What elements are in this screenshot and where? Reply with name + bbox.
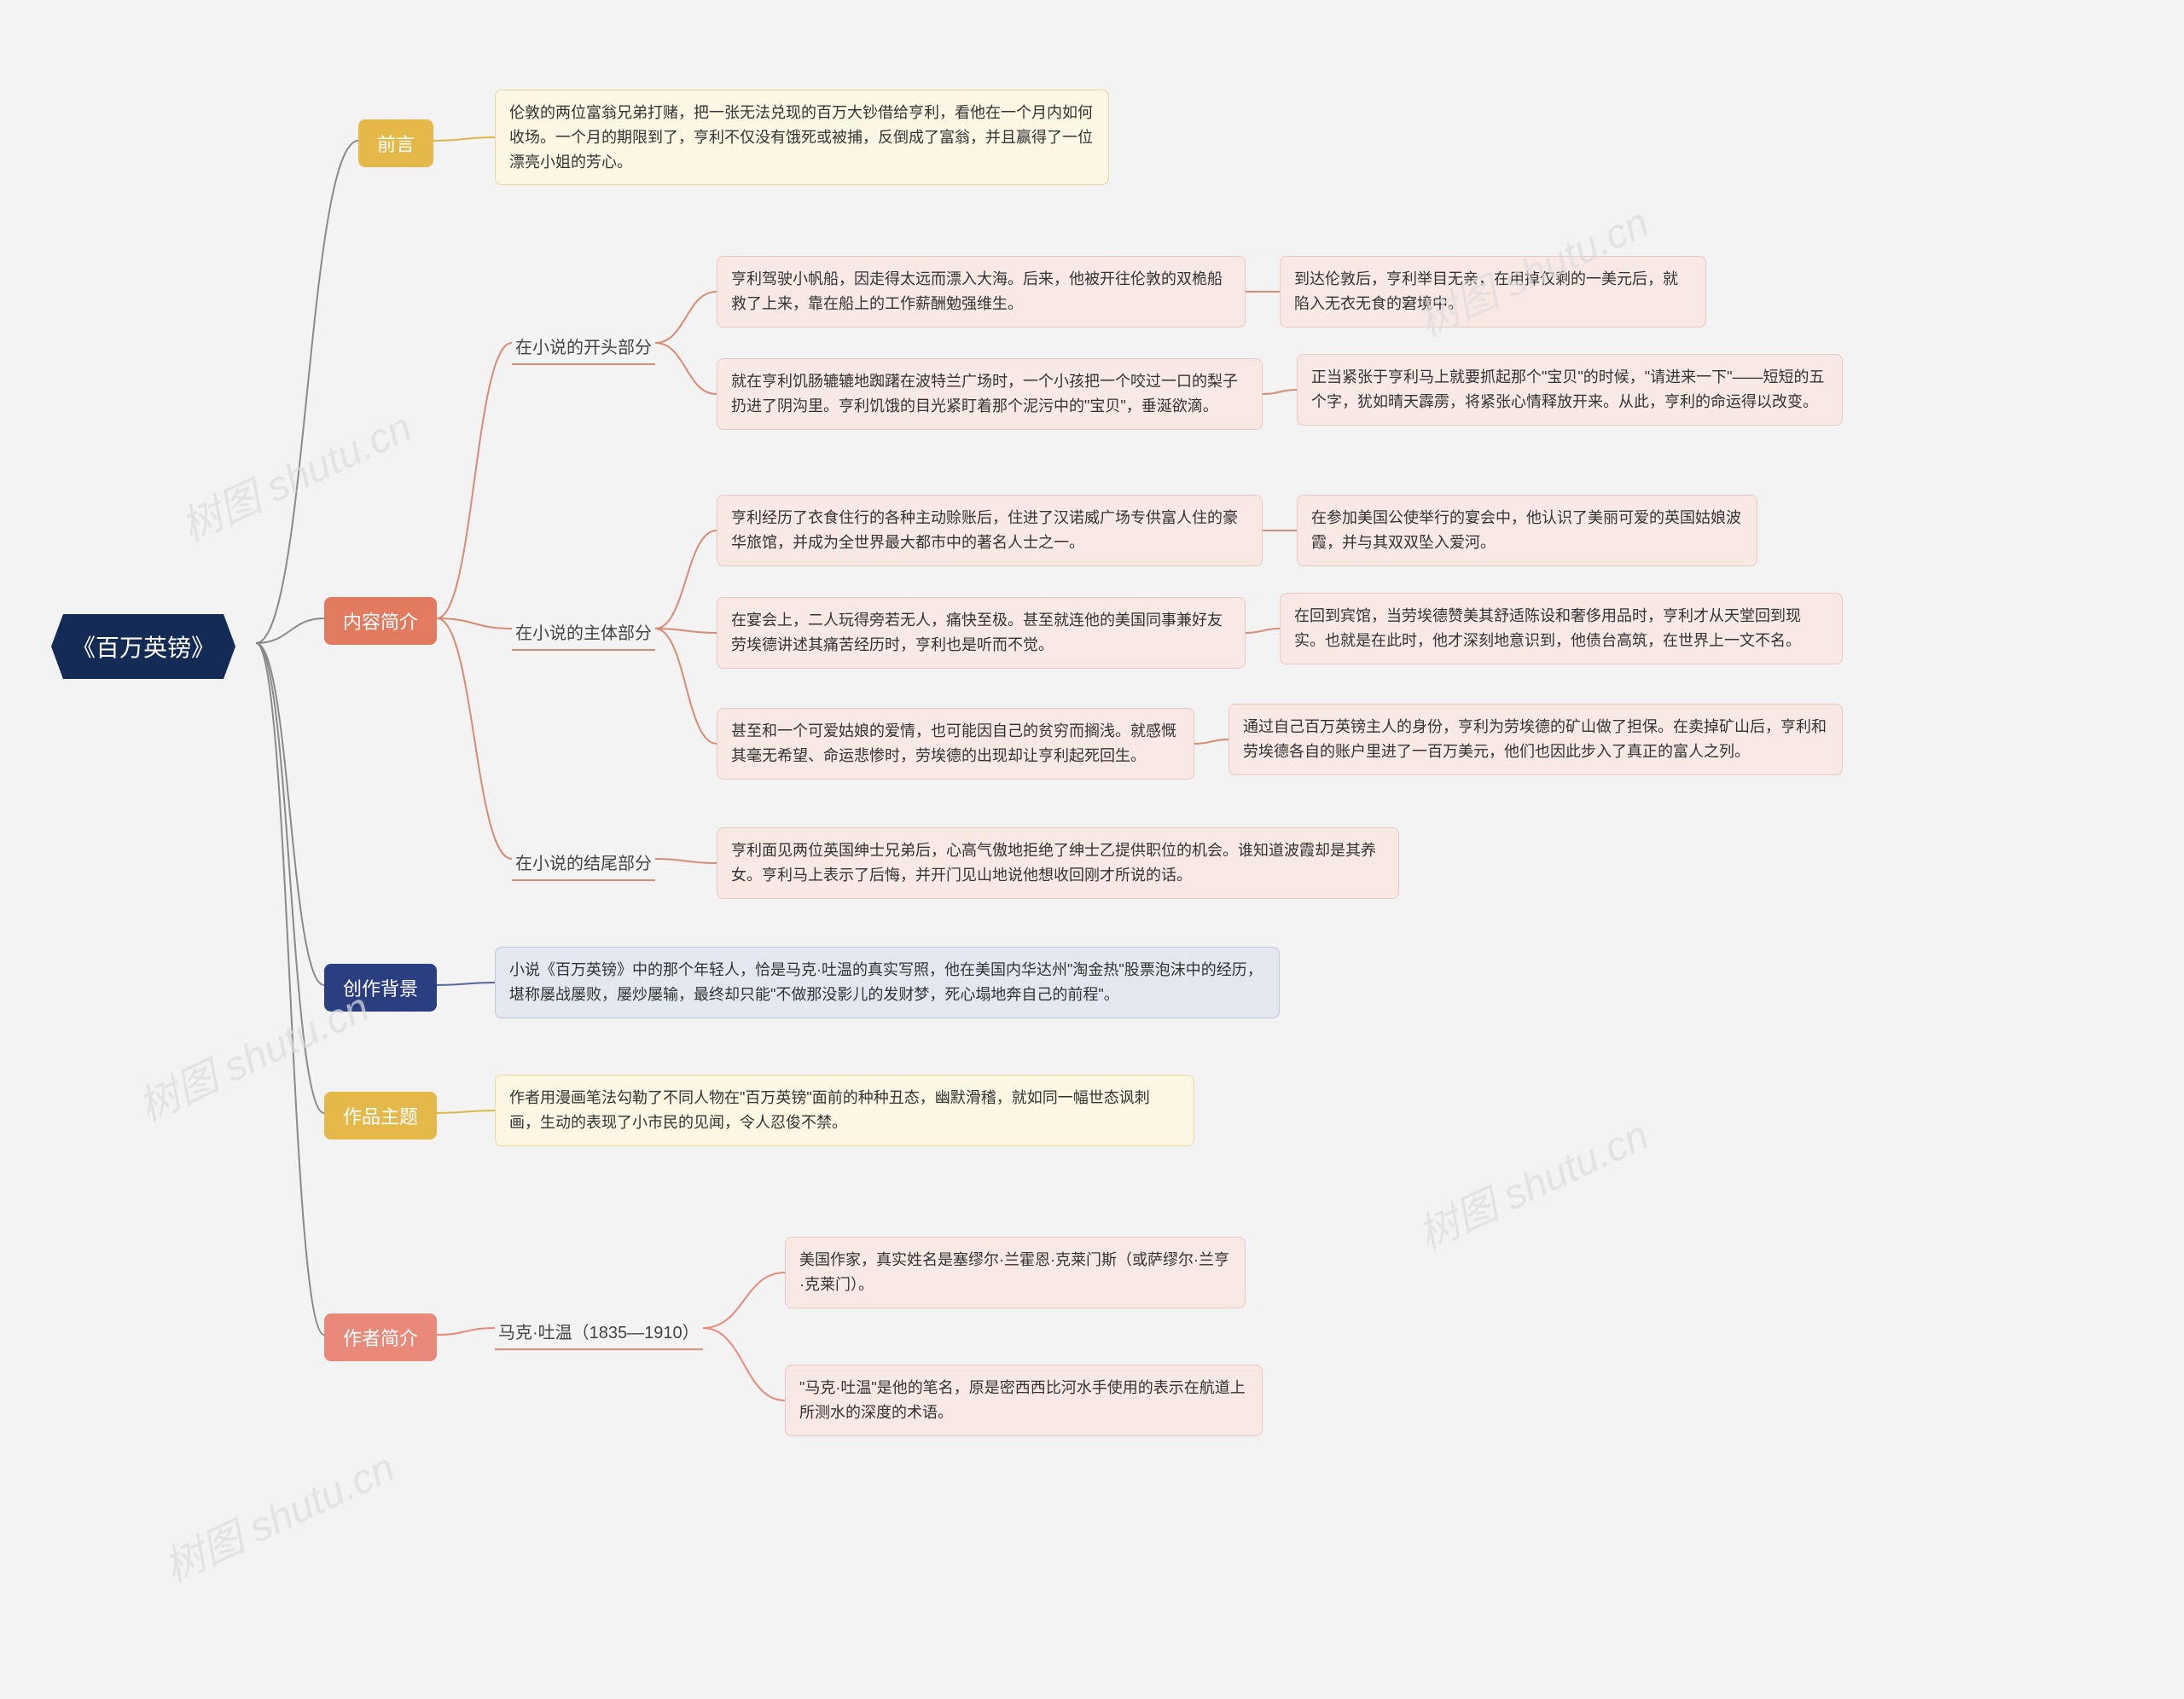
watermark: 树图 shutu.cn — [1407, 1102, 1657, 1261]
sub-branch-node: 在小说的主体部分 — [512, 614, 655, 651]
leaf-node: 在参加美国公使举行的宴会中，他认识了美丽可爱的英国姑娘波霞，并与其双双坠入爱河。 — [1297, 495, 1757, 566]
branch-node: 作者简介 — [324, 1313, 437, 1361]
leaf-node: 美国作家，真实姓名是塞缪尔·兰霍恩·克莱门斯（或萨缪尔·兰亨·克莱门）。 — [785, 1237, 1246, 1308]
leaf-node: 到达伦敦后，亨利举目无亲，在用掉仅剩的一美元后，就陷入无衣无食的窘境中。 — [1280, 256, 1706, 328]
leaf-node: 伦敦的两位富翁兄弟打赌，把一张无法兑现的百万大钞借给亨利，看他在一个月内如何收场… — [495, 90, 1109, 185]
leaf-node: 亨利驾驶小帆船，因走得太远而漂入大海。后来，他被开往伦敦的双桅船救了上来，靠在船… — [717, 256, 1246, 328]
sub-branch-node: 在小说的开头部分 — [512, 328, 655, 365]
sub-branch-node: 在小说的结尾部分 — [512, 844, 655, 881]
leaf-node: 亨利面见两位英国绅士兄弟后，心高气傲地拒绝了绅士乙提供职位的机会。谁知道波霞却是… — [717, 827, 1399, 899]
leaf-node: 小说《百万英镑》中的那个年轻人，恰是马克·吐温的真实写照，他在美国内华达州"淘金… — [495, 947, 1280, 1018]
leaf-node: 正当紧张于亨利马上就要抓起那个"宝贝"的时候，"请进来一下"——短短的五个字，犹… — [1297, 354, 1843, 426]
leaf-node: "马克·吐温"是他的笔名，原是密西西比河水手使用的表示在航道上所测水的深度的术语… — [785, 1365, 1263, 1436]
root-node: 《百万英镑》 — [51, 614, 235, 679]
leaf-node: 亨利经历了衣食住行的各种主动赊账后，住进了汉诺威广场专供富人住的豪华旅馆，并成为… — [717, 495, 1263, 566]
sub-branch-node: 马克·吐温（1835—1910） — [495, 1313, 703, 1350]
leaf-node: 作者用漫画笔法勾勒了不同人物在"百万英镑"面前的种种丑态，幽默滑稽，就如同一幅世… — [495, 1075, 1194, 1146]
leaf-node: 在宴会上，二人玩得旁若无人，痛快至极。甚至就连他的美国同事兼好友劳埃德讲述其痛苦… — [717, 597, 1246, 669]
leaf-node: 就在亨利饥肠辘辘地踟躇在波特兰广场时，一个小孩把一个咬过一口的梨子扔进了阴沟里。… — [717, 358, 1263, 430]
leaf-node: 通过自己百万英镑主人的身份，亨利为劳埃德的矿山做了担保。在卖掉矿山后，亨利和劳埃… — [1228, 704, 1843, 775]
watermark: 树图 shutu.cn — [153, 1435, 403, 1593]
leaf-node: 在回到宾馆，当劳埃德赞美其舒适陈设和奢侈用品时，亨利才从天堂回到现实。也就是在此… — [1280, 593, 1843, 664]
leaf-node: 甚至和一个可爱姑娘的爱情，也可能因自己的贫穷而搁浅。就感慨其毫无希望、命运悲惨时… — [717, 708, 1194, 780]
branch-node: 内容简介 — [324, 597, 437, 645]
branch-node: 前言 — [358, 119, 433, 167]
branch-node: 作品主题 — [324, 1092, 437, 1139]
branch-node: 创作背景 — [324, 964, 437, 1012]
watermark: 树图 shutu.cn — [170, 394, 420, 553]
